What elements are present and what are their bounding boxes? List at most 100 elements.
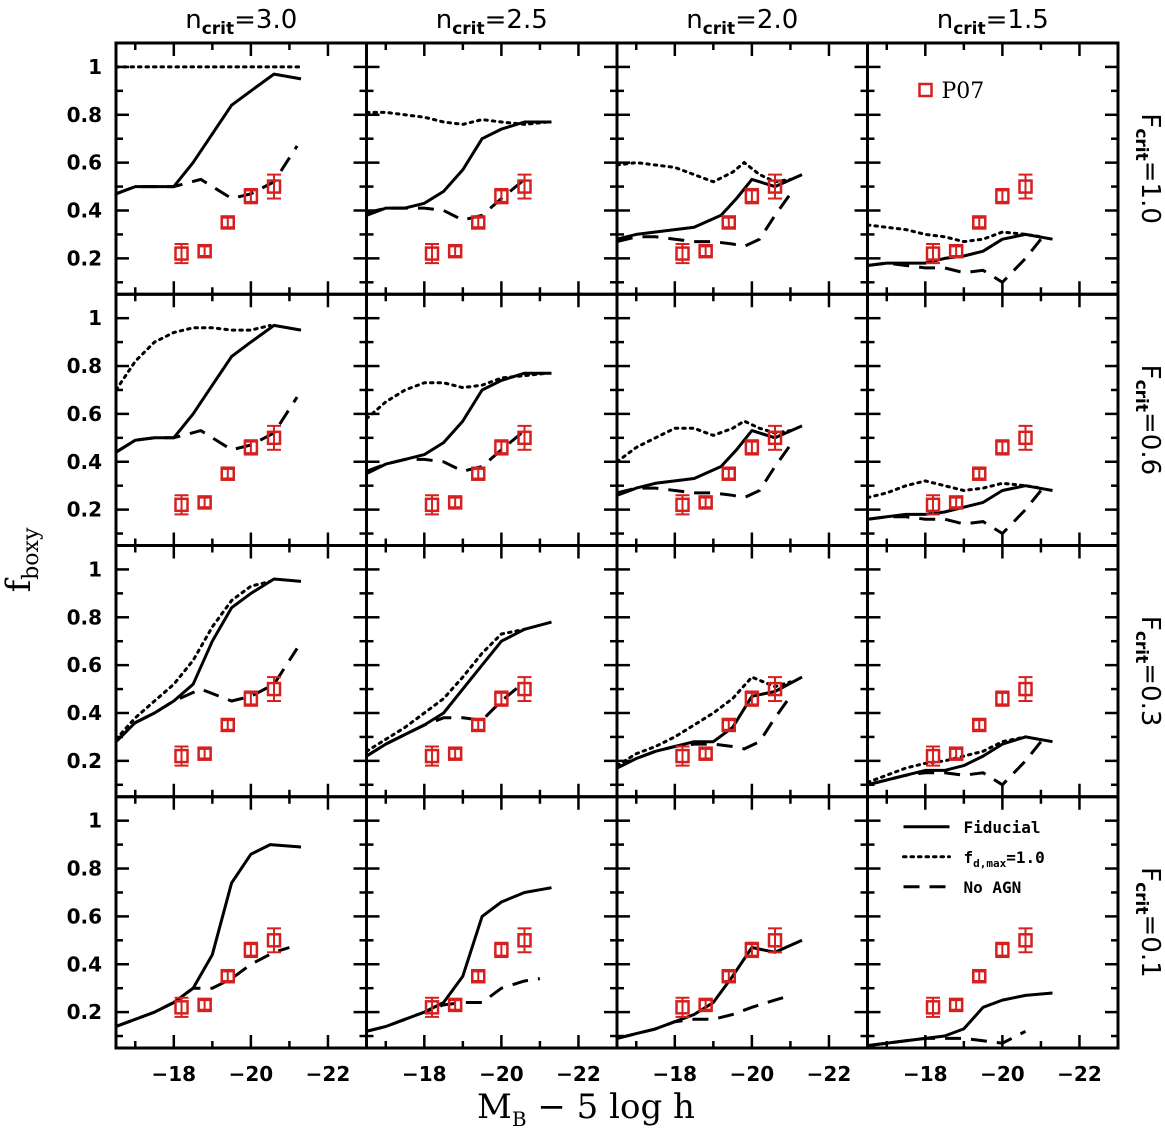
p07-square-marker [174,1000,189,1015]
p07-point [675,494,690,516]
p07-point [1018,927,1033,954]
panel-frame [615,41,869,296]
p07-square-marker [925,1000,941,1015]
y-axis-label: fboxy [0,527,44,592]
x-tick-label: −18 [653,1062,698,1086]
p07-point [1018,676,1033,703]
p07-point [767,424,783,451]
p07-square-marker [948,997,964,1013]
p07-square-marker [767,179,783,194]
p07-point [948,495,964,510]
y-tick-label: 1 [88,809,102,833]
p07-square-marker [447,495,463,510]
p07-point [1018,173,1033,200]
x-tick-label: −22 [306,1062,351,1086]
p07-square-marker [721,968,737,984]
p07-point [698,495,713,510]
fdmax-dotted-line [867,479,1043,500]
panel-r3-c1: 0.2 0.4 0.6 0.8 1 [67,544,368,799]
p07-point [471,466,486,481]
panel-r4-c3: −18 −20 −22 [615,795,869,1086]
p07-point [925,745,941,767]
p07-point [243,941,259,959]
p07-point [698,243,713,259]
panel-r4-c1: 0.2 0.4 0.6 0.8 1 −18 −20 −22 [67,795,368,1086]
panel-grid: 0.20.40.60.810.20.40.60.810.20.40.60.810… [67,41,1120,1086]
no-agn-dashed-line [867,238,1043,285]
p07-point [721,717,737,733]
p07-square-marker [471,215,486,230]
p07-square-marker [424,497,440,513]
panel-plot-area [867,424,1053,536]
p07-point [220,466,236,481]
p07-square-marker [494,691,509,706]
p07-square-marker [243,691,259,706]
p07-square-marker [197,495,212,510]
panel-r1-c3 [615,41,869,296]
p07-point [447,746,463,761]
legend-p07-label: P07 [942,79,985,104]
p07-point [517,424,532,451]
fdmax-dotted-line [366,110,550,126]
p07-point [925,996,941,1018]
p07-square-marker [220,466,236,481]
y-tick-label: 1 [88,306,102,330]
y-tick-label: 0.6 [67,653,102,677]
p07-point [424,494,440,516]
legend-p07-marker [918,82,933,98]
panel-plot-area [617,419,803,516]
fiducial-line [366,371,552,476]
p07-square-marker [925,748,941,764]
panel-plot-area [617,160,803,265]
legend-line-label: No AGN [964,878,1022,897]
y-tick-label: 1 [88,557,102,581]
panel-r1-c1: 0.2 0.4 0.6 0.8 1 [67,41,368,296]
row-label: Fcrit=0.6 [1131,365,1165,476]
panel-plot-area [116,843,302,1028]
p07-point [995,187,1010,205]
p07-square-marker [744,188,760,204]
no-agn-dashed-line [617,192,792,248]
no-agn-dashed-line [116,145,299,201]
p07-point [447,495,463,510]
p07-square-marker [1018,933,1033,948]
panel-plot-area [867,676,1053,787]
p07-point [744,690,760,707]
p07-square-marker [1018,681,1033,697]
p07-square-marker [266,430,282,446]
p07-point [767,173,783,200]
p07-point [243,439,259,456]
p07-point [197,997,212,1013]
y-tick-label: 0.8 [67,857,102,881]
column-headers: ncrit=3.0 ncrit=2.5 ncrit=2.0 ncrit=1.5 [185,5,1049,39]
p07-square-marker [698,495,713,510]
p07-point [948,746,964,761]
p07-square-marker [675,748,690,764]
no-agn-dashed-line [867,489,1043,536]
no-agn-dashed-line [617,993,791,1040]
fiducial-line [366,120,552,217]
no-agn-dashed-line [116,946,290,1028]
p07-point [767,676,783,703]
p07-square-marker [698,243,713,259]
row-label: Fcrit=0.1 [1131,867,1165,978]
p07-square-marker [517,430,532,446]
p07-point [721,215,737,230]
p07-point [424,996,440,1018]
p07-point [197,495,212,510]
panel-plot-area [116,65,303,265]
p07-square-marker [744,942,760,958]
p07-point [220,968,236,984]
panel-r1-c2 [365,41,619,296]
p07-square-marker [948,746,964,761]
p07-square-marker [675,497,690,513]
p07-square-marker [220,215,236,230]
y-tick-label: 0.8 [67,354,102,378]
p07-point [675,243,690,265]
p07-square-marker [1018,179,1033,194]
y-tick-label: 0.4 [67,701,102,725]
row-labels: Fcrit=1.0 Fcrit=0.6 Fcrit=0.3 Fcrit=0.1 [1131,113,1165,977]
p07-square-marker [220,717,236,733]
p07-square-marker [948,495,964,510]
p07-square-marker [995,440,1010,455]
